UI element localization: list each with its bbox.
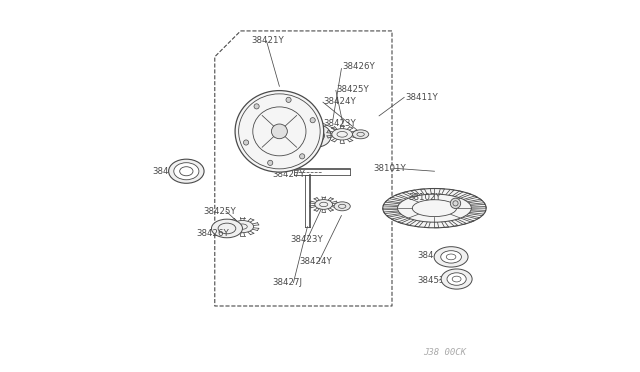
Circle shape (243, 140, 249, 145)
Circle shape (310, 118, 316, 123)
Ellipse shape (271, 124, 287, 139)
Ellipse shape (168, 159, 204, 183)
Text: 38426Y: 38426Y (196, 229, 229, 238)
Ellipse shape (174, 163, 199, 180)
Text: 38421Y: 38421Y (251, 36, 284, 45)
Ellipse shape (447, 273, 466, 285)
Circle shape (300, 154, 305, 159)
Text: J38 00CK: J38 00CK (423, 347, 466, 357)
Text: 38411Y: 38411Y (405, 93, 438, 102)
Ellipse shape (315, 200, 333, 209)
Text: 38425Y: 38425Y (337, 85, 369, 94)
Ellipse shape (211, 219, 243, 238)
Text: 38424Y: 38424Y (324, 97, 356, 106)
Ellipse shape (383, 189, 486, 228)
Text: 38423Y: 38423Y (324, 119, 356, 128)
Text: 38453Y: 38453Y (418, 276, 451, 285)
Text: 38427J: 38427J (272, 278, 302, 287)
Text: 38424Y: 38424Y (300, 257, 332, 266)
Circle shape (254, 104, 259, 109)
Ellipse shape (434, 247, 468, 267)
Ellipse shape (353, 130, 369, 139)
Text: 38426Y: 38426Y (342, 61, 375, 71)
Text: 38101Y: 38101Y (374, 164, 406, 173)
Circle shape (451, 198, 461, 209)
Circle shape (268, 160, 273, 166)
Text: 38440Y: 38440Y (418, 251, 451, 260)
Ellipse shape (232, 221, 253, 233)
Ellipse shape (235, 91, 324, 172)
Text: 38102Y: 38102Y (408, 193, 442, 202)
Text: 38423Y: 38423Y (291, 235, 323, 244)
Circle shape (286, 97, 291, 102)
Ellipse shape (441, 251, 461, 263)
Ellipse shape (334, 202, 350, 211)
Ellipse shape (441, 269, 472, 289)
Ellipse shape (332, 129, 353, 140)
Text: 38425Y: 38425Y (204, 206, 236, 216)
Ellipse shape (303, 125, 331, 147)
Text: 38440Y: 38440Y (152, 167, 185, 176)
Text: 38427Y: 38427Y (272, 170, 305, 179)
